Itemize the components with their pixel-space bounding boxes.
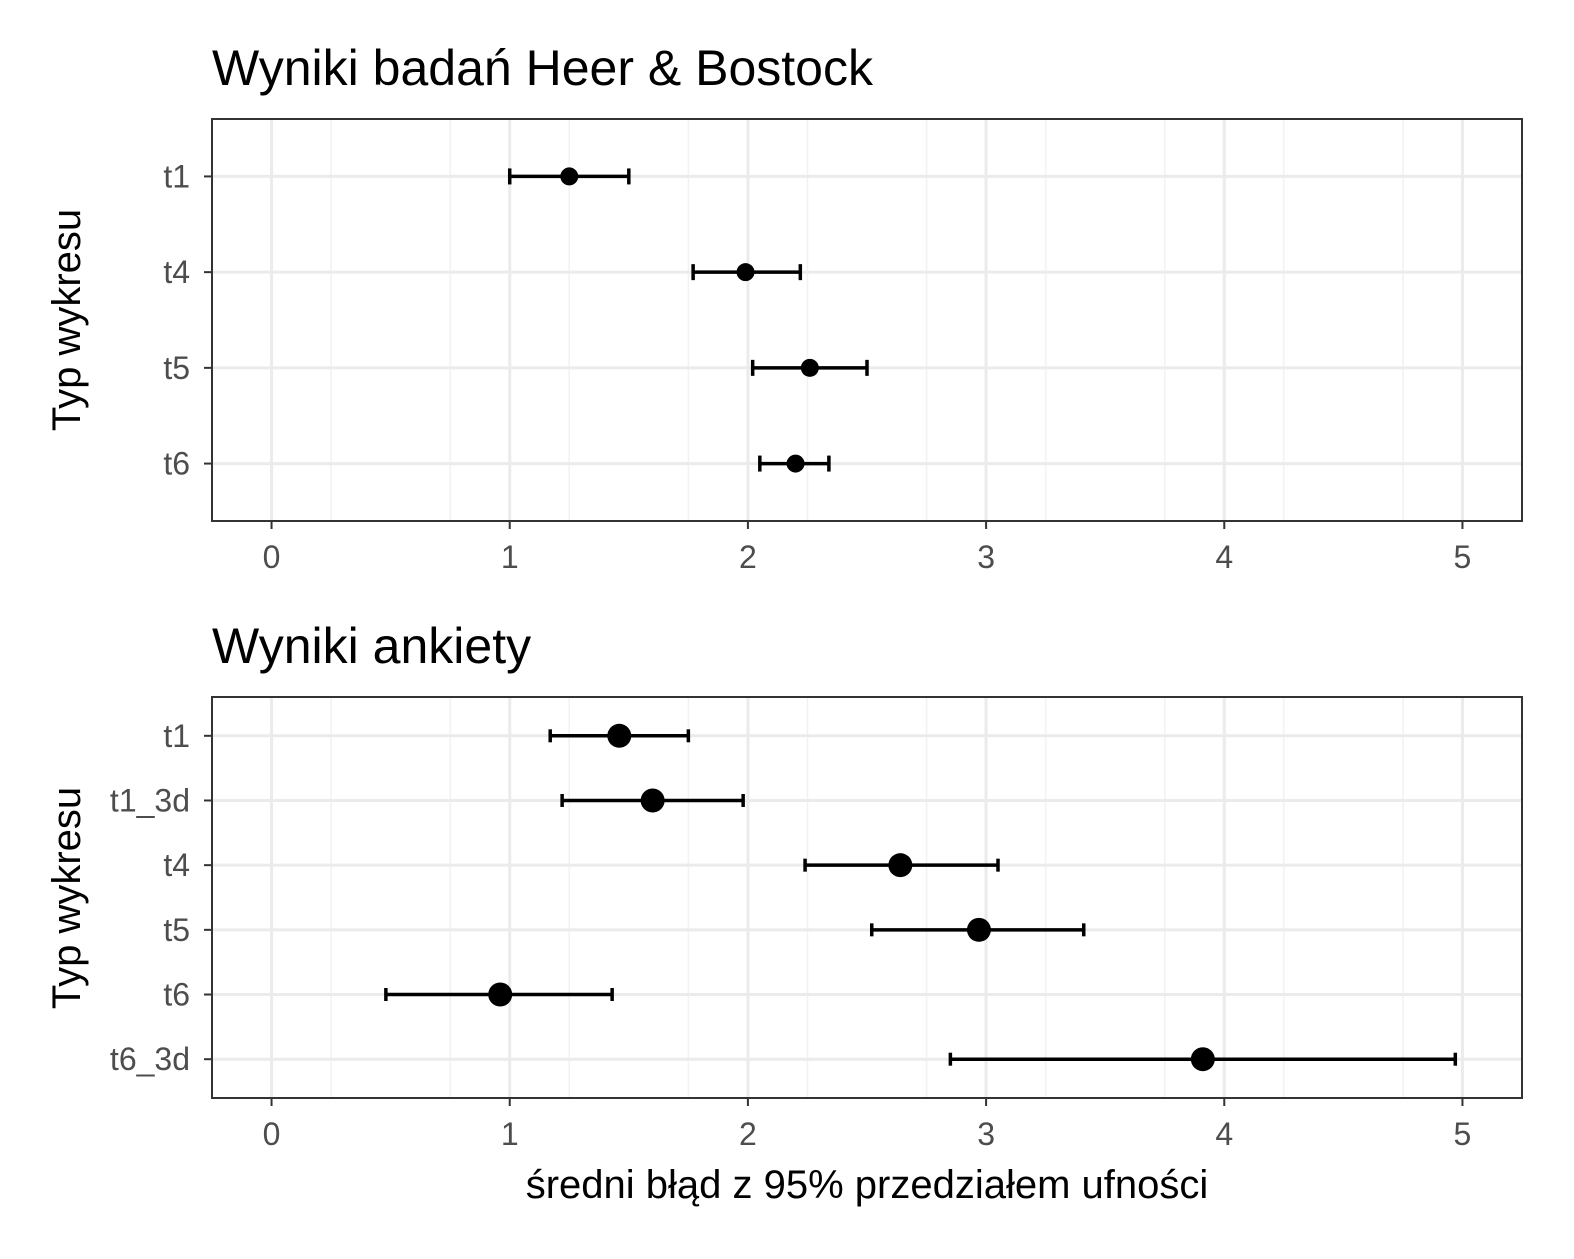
- gridlines: [211, 119, 1523, 521]
- mean-point: [736, 263, 755, 282]
- x-tick-label: 1: [501, 539, 519, 575]
- y-tick-label: t5: [163, 350, 190, 386]
- y-tick-label: t5: [163, 912, 190, 948]
- x-tick-label: 5: [1454, 1116, 1472, 1152]
- y-tick-label: t4: [163, 847, 190, 883]
- chart-title: Wyniki ankiety: [212, 618, 531, 674]
- x-tick-label: 2: [739, 539, 757, 575]
- y-axis-label: Typ wykresu: [45, 787, 89, 1009]
- panel-border: [211, 118, 1523, 522]
- y-tick-label: t1: [163, 158, 190, 194]
- panel-heer-bostock: Wyniki badań Heer & Bostock Typ wykresu …: [45, 40, 1523, 575]
- x-tick-label: 4: [1215, 1116, 1233, 1152]
- x-tick-label: 3: [977, 1116, 995, 1152]
- mean-point: [1190, 1047, 1215, 1072]
- mean-point: [786, 454, 805, 473]
- panel-survey: Wyniki ankiety Typ wykresu średni błąd z…: [45, 618, 1523, 1207]
- chart-title: Wyniki badań Heer & Bostock: [212, 40, 874, 96]
- mean-point: [640, 788, 665, 813]
- y-tick-label: t4: [163, 254, 190, 290]
- x-tick-label: 5: [1454, 539, 1472, 575]
- mean-point: [560, 167, 579, 186]
- mean-point: [966, 917, 991, 942]
- x-tick-label: 0: [263, 539, 281, 575]
- mean-point: [607, 723, 632, 748]
- x-tick-label: 1: [501, 1116, 519, 1152]
- y-tick-label: t1_3d: [110, 782, 190, 818]
- x-tick-label: 0: [263, 1116, 281, 1152]
- mean-point: [888, 853, 913, 878]
- x-tick-label: 2: [739, 1116, 757, 1152]
- y-axis-label: Typ wykresu: [45, 209, 89, 431]
- x-tick-label: 3: [977, 539, 995, 575]
- y-tick-label: t1: [163, 718, 190, 754]
- mean-point: [488, 982, 513, 1007]
- x-tick-label: 4: [1215, 539, 1233, 575]
- panel-border: [211, 696, 1523, 1099]
- y-tick-label: t6: [163, 977, 190, 1013]
- y-tick-label: t6_3d: [110, 1041, 190, 1077]
- x-axis-label: średni błąd z 95% przedziałem ufności: [526, 1163, 1209, 1207]
- mean-point: [800, 358, 819, 377]
- gridlines: [211, 697, 1523, 1098]
- y-tick-label: t6: [163, 446, 190, 482]
